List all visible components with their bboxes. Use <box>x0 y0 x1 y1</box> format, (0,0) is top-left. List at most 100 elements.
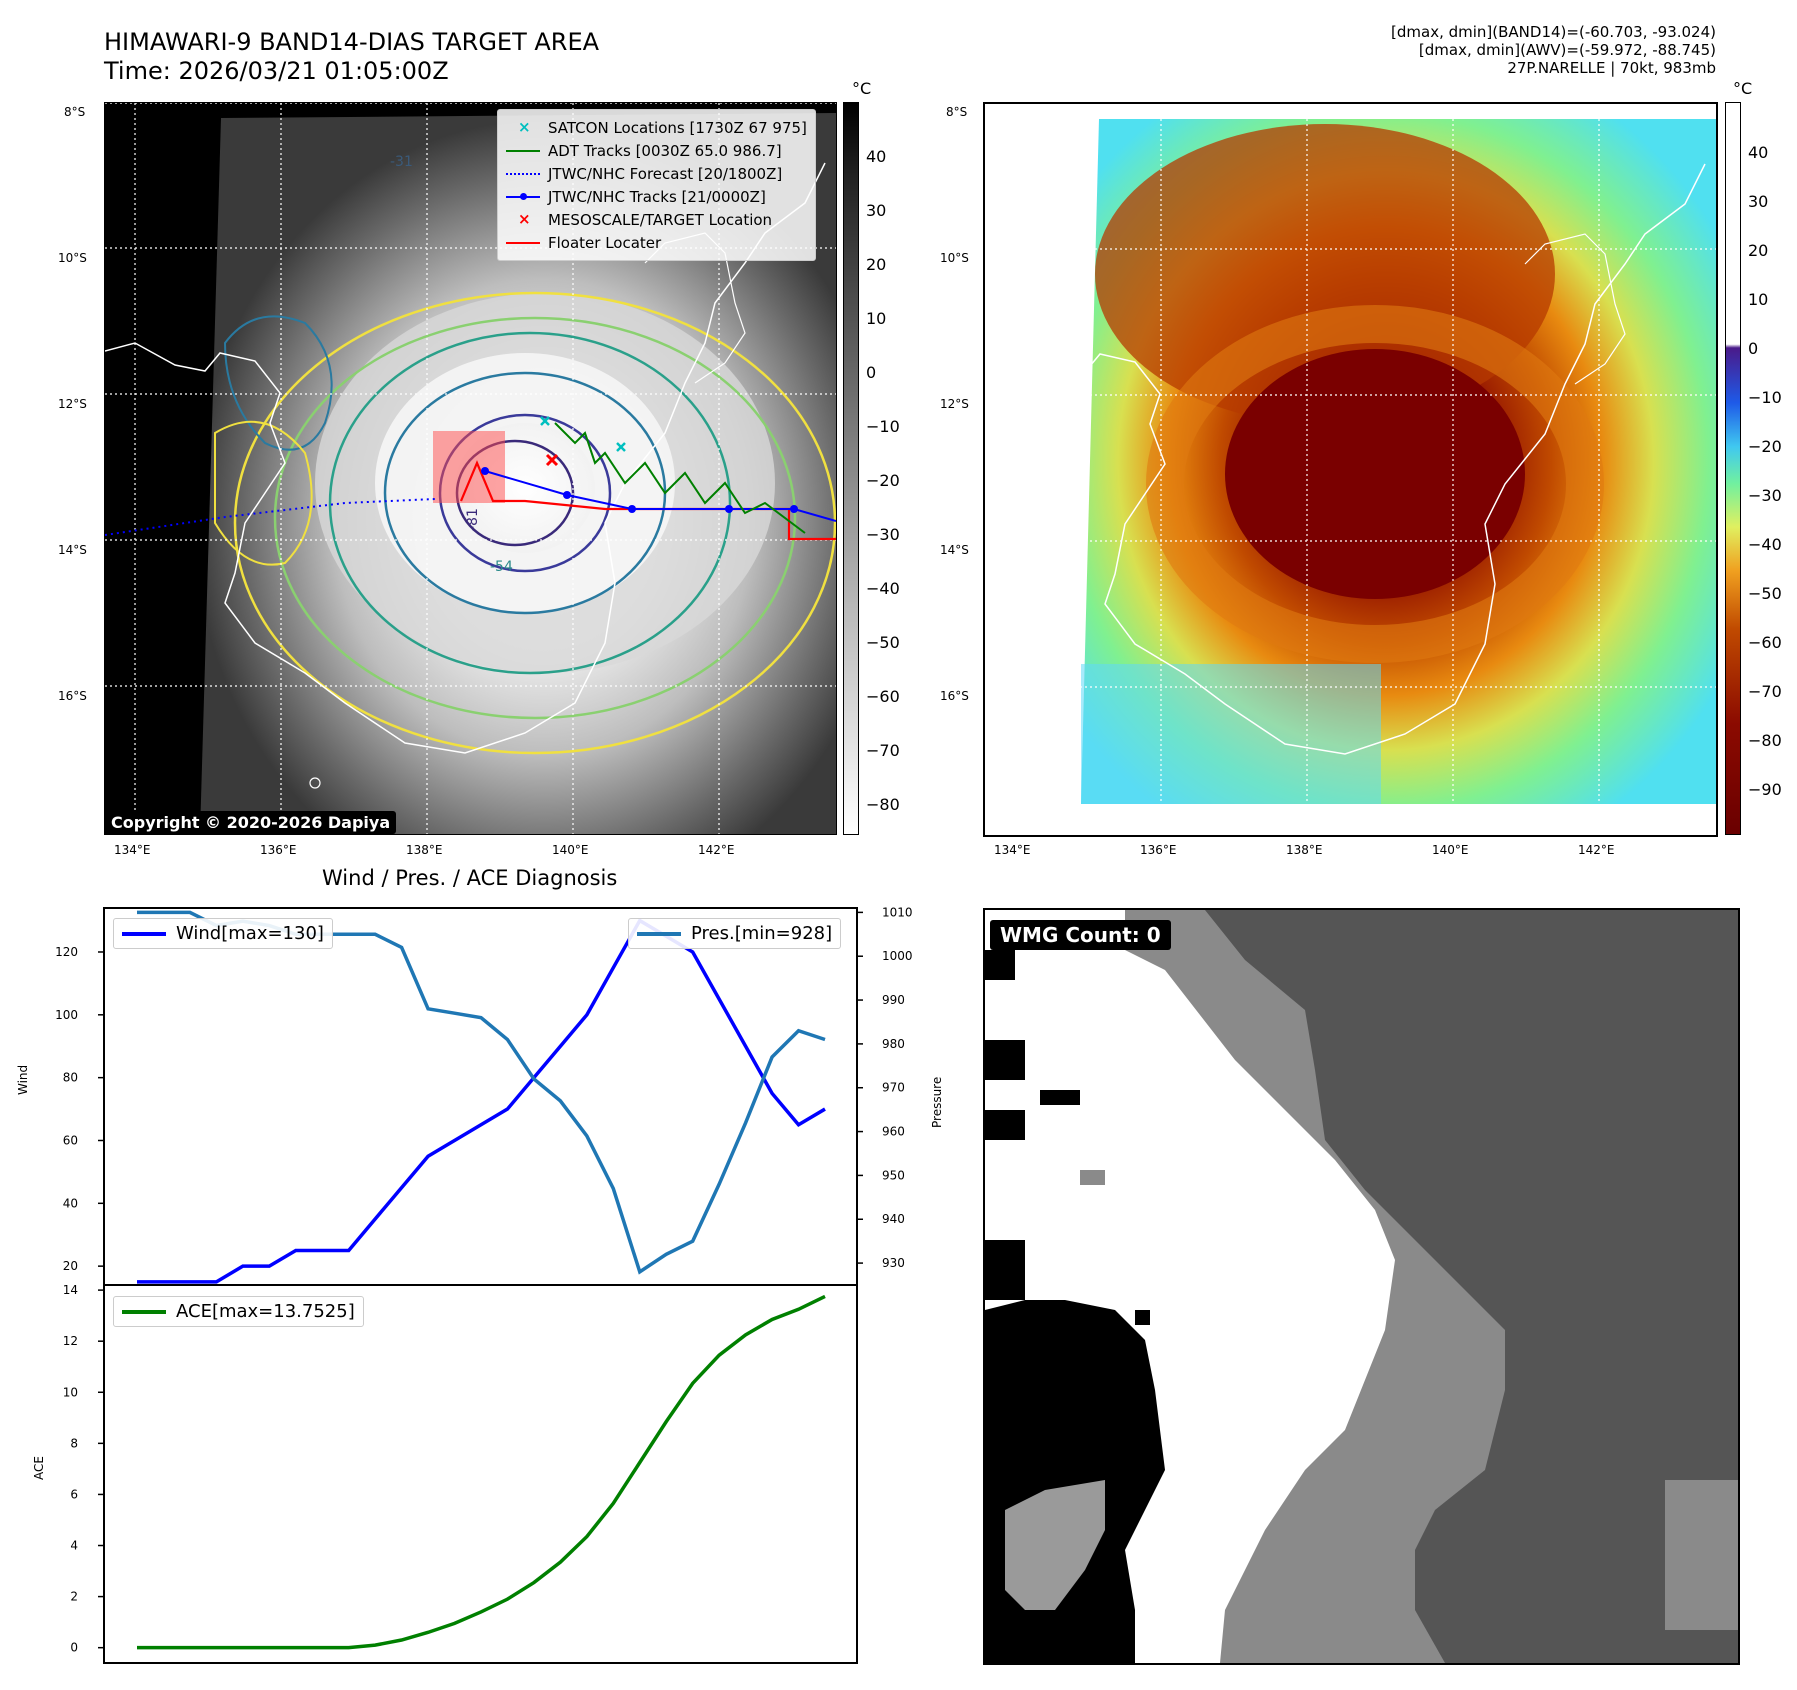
colorbar-tick: −80 <box>1748 731 1782 750</box>
wind-ytick-label: 80 <box>63 1071 78 1085</box>
wind-series-line <box>137 918 826 1284</box>
ace-ytick-label: 6 <box>70 1487 78 1501</box>
lat-label-16s-awv: 16°S <box>940 689 969 703</box>
colorbar-tick: −30 <box>866 525 900 544</box>
wind-ytick-label: 100 <box>55 1008 78 1022</box>
colorbar1 <box>843 102 859 835</box>
colorbar-tick: 0 <box>1748 339 1759 358</box>
colorbar-tick: −60 <box>1748 633 1782 652</box>
colorbar-tick: 30 <box>1748 192 1769 211</box>
lon-label-136: 136°E <box>260 843 297 857</box>
lon-label-140-awv: 140°E <box>1432 843 1469 857</box>
colorbar-tick: −70 <box>866 741 900 760</box>
pressure-axis-label: Pressure <box>930 1076 944 1128</box>
legend-forecast-label: JTWC/NHC Forecast [20/1800Z] <box>548 164 783 183</box>
ace-ytick-label: 14 <box>63 1283 78 1297</box>
ace-ytick-label: 12 <box>63 1334 78 1348</box>
wmg-panel: WMG Count: 0 <box>983 908 1740 1665</box>
pressure-ytick-label: 990 <box>882 993 905 1007</box>
wind-ytick-label: 20 <box>63 1259 78 1273</box>
wind-pressure-frame <box>103 907 858 1286</box>
forecast-track <box>105 498 436 536</box>
lat-label-12s-awv: 12°S <box>940 397 969 411</box>
wind-ytick-label: 120 <box>55 945 78 959</box>
colorbar2 <box>1725 102 1741 835</box>
copyright: Copyright © 2020-2026 Dapiya <box>105 811 397 834</box>
legend-satcon-label: SATCON Locations [1730Z 67 975] <box>548 118 807 137</box>
lon-label-140: 140°E <box>552 843 589 857</box>
pressure-legend-label: Pres.[min=928] <box>691 923 833 944</box>
colorbar-tick: −50 <box>1748 584 1782 603</box>
legend-forecast: JTWC/NHC Forecast [20/1800Z] <box>506 162 807 185</box>
ace-ytick-label: 8 <box>70 1436 78 1450</box>
pressure-ytick-label: 1010 <box>882 905 913 919</box>
lat-label-10s-awv: 10°S <box>940 251 969 265</box>
legend-adt: ADT Tracks [0030Z 65.0 986.7] <box>506 139 807 162</box>
colorbar-tick: −10 <box>1748 388 1782 407</box>
colorbar-tick: −40 <box>1748 535 1782 554</box>
wind-legend-label: Wind[max=130] <box>176 923 324 944</box>
chart-time: Time: 2026/03/21 01:05:00Z <box>104 57 449 85</box>
colorbar-tick: −60 <box>866 687 900 706</box>
wind-ytick-label: 40 <box>63 1196 78 1210</box>
colorbar-tick: 20 <box>1748 241 1769 260</box>
contour-label-81: -81 <box>465 508 481 531</box>
adt-track <box>554 422 806 534</box>
ace-ytick-label: 10 <box>63 1385 78 1399</box>
colorbar-tick: 10 <box>1748 290 1769 309</box>
lon-label-138-awv: 138°E <box>1286 843 1323 857</box>
colorbar-tick: 10 <box>866 309 887 328</box>
wind-legend: Wind[max=130] <box>113 918 333 949</box>
contour-label-54: -54 <box>490 559 513 575</box>
lat-label-12s: 12°S <box>58 397 87 411</box>
info-band14: [dmax, dmin](BAND14)=(-60.703, -93.024) <box>1391 23 1716 41</box>
legend-floater: Floater Locater <box>506 231 807 254</box>
colorbar-tick: −70 <box>1748 682 1782 701</box>
ace-ytick-label: 4 <box>70 1539 78 1553</box>
colorbar-tick: 40 <box>866 147 887 166</box>
lon-label-142-awv: 142°E <box>1578 843 1615 857</box>
lon-label-142: 142°E <box>698 843 735 857</box>
colorbar-tick: 30 <box>866 201 887 220</box>
info-storm: 27P.NARELLE | 70kt, 983mb <box>1507 59 1716 77</box>
ace-legend-label: ACE[max=13.7525] <box>176 1301 355 1322</box>
pressure-ytick-label: 940 <box>882 1212 905 1226</box>
lat-label-14s-awv: 14°S <box>940 543 969 557</box>
ace-ytick-label: 2 <box>70 1590 78 1604</box>
jtwc-track-points <box>481 467 798 513</box>
colorbar-tick: −90 <box>1748 780 1782 799</box>
colorbar-tick: 0 <box>866 363 877 382</box>
ace-frame <box>103 1284 858 1664</box>
lon-label-134: 134°E <box>114 843 151 857</box>
colorbar1-unit: °C <box>852 79 872 98</box>
lat-label-14s: 14°S <box>58 543 87 557</box>
diagnosis-title: Wind / Pres. / ACE Diagnosis <box>322 866 618 890</box>
floater-line <box>459 460 836 541</box>
pressure-ytick-label: 950 <box>882 1168 905 1182</box>
lon-label-138: 138°E <box>406 843 443 857</box>
legend-adt-label: ADT Tracks [0030Z 65.0 986.7] <box>548 141 782 160</box>
wind-axis-label: Wind <box>16 1064 30 1095</box>
lat-label-16s: 16°S <box>58 689 87 703</box>
wind-ytick-label: 60 <box>63 1133 78 1147</box>
colorbar-tick: −20 <box>1748 437 1782 456</box>
ace-legend: ACE[max=13.7525] <box>113 1296 364 1327</box>
diagnosis-chart: 2040608010012093094095096097098099010001… <box>55 905 913 1664</box>
colorbar-tick: −40 <box>866 579 900 598</box>
colorbar-tick: −80 <box>866 795 900 814</box>
pressure-ytick-label: 970 <box>882 1081 905 1095</box>
pressure-ytick-label: 980 <box>882 1037 905 1051</box>
target-marker <box>545 453 559 467</box>
pressure-legend: Pres.[min=928] <box>628 918 842 949</box>
legend-tracks: JTWC/NHC Tracks [21/0000Z] <box>506 185 807 208</box>
colorbar-tick: −10 <box>866 417 900 436</box>
colorbar-tick: −20 <box>866 471 900 490</box>
legend-satcon: × SATCON Locations [1730Z 67 975] <box>518 117 807 137</box>
band14-map: -31 -54 -81 × SATCON Locations [1730Z 67… <box>104 102 837 835</box>
wmg-count: WMG Count: 0 <box>990 920 1171 950</box>
contour-label-31: -31 <box>390 154 413 170</box>
satcon-marks <box>540 416 626 452</box>
ace-series-line <box>137 1294 826 1650</box>
lon-label-136-awv: 136°E <box>1140 843 1177 857</box>
jtwc-track <box>484 470 836 522</box>
